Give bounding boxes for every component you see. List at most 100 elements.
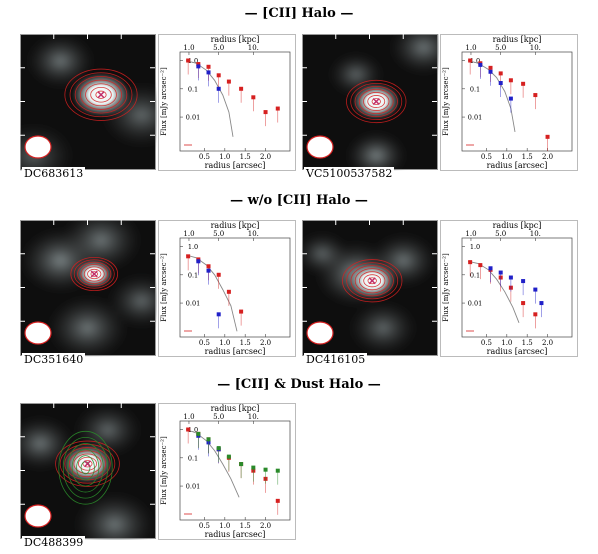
cii-profile-point	[521, 81, 526, 86]
dust-profile-point	[206, 437, 211, 442]
cii-contour	[82, 460, 93, 468]
x-tick-label: 1.5	[240, 339, 251, 347]
x-axis-label: radius [arcsec]	[205, 530, 266, 539]
x-axis-label: radius [arcsec]	[205, 161, 266, 170]
source-position-marker	[83, 460, 92, 468]
radial-profile-plot: radius [arcsec] radius [kpc] Flux [mJy arc…	[158, 403, 296, 540]
x2-axis-label: radius [kpc]	[211, 221, 260, 230]
x-axis-label: radius [arcsec]	[487, 347, 548, 356]
uv-profile-point	[216, 312, 221, 317]
x-tick-label: 1.0	[501, 153, 512, 161]
x2-axis-label: radius [kpc]	[211, 404, 260, 413]
x2-tick-label: 10.	[248, 413, 259, 421]
cii-contour	[363, 274, 382, 288]
x2-tick-label: 1.0	[183, 44, 194, 52]
cii-contour	[95, 90, 107, 99]
x2-tick-label: 5.0	[495, 230, 506, 238]
source-position-marker	[90, 270, 98, 278]
cii-profile-point	[186, 427, 191, 432]
dust-profile-point	[226, 454, 231, 459]
dust-profile-point	[216, 446, 221, 451]
dust-profile-point	[239, 462, 244, 467]
cii-profile-point	[468, 58, 473, 63]
cii-contour	[363, 92, 390, 111]
cii-profile-point	[251, 95, 256, 100]
x-tick-label: 0.5	[199, 339, 210, 347]
cii-profile-point	[263, 110, 268, 115]
cii-contour	[73, 259, 115, 289]
uv-profile-point	[196, 259, 201, 264]
x-tick-label: 2.0	[260, 339, 271, 347]
psf-profile-line	[468, 260, 520, 323]
radial-profile-plot: radius [arcsec] radius [kpc] Flux [mJy arc…	[440, 34, 578, 171]
uv-profile-point	[488, 266, 493, 271]
dust-profile-point	[251, 465, 256, 470]
galaxy-id-label: DC351640	[22, 353, 86, 366]
x-tick-label: 1.0	[501, 339, 512, 347]
galaxy-map-vc5100537582	[302, 34, 439, 171]
y-tick-label: 1.0	[188, 426, 198, 434]
cii-profile-point	[226, 289, 231, 294]
galaxy-map-dc351640	[20, 220, 157, 357]
uv-profile-point	[533, 287, 538, 292]
psf-profile-line	[185, 60, 234, 137]
y-tick-label: 0.1	[188, 271, 198, 279]
radial-profile-plot: radius [arcsec] radius [kpc] Flux [mJy arc…	[440, 220, 578, 357]
x2-tick-label: 5.0	[495, 44, 506, 52]
y-axis-label: Flux [mJy arcsec⁻²]	[160, 67, 168, 136]
x2-axis-label: radius [kpc]	[493, 221, 542, 230]
radial-profile-plot: radius [arcsec] radius [kpc] Flux [mJy arc…	[158, 34, 296, 171]
y-tick-label: 0.1	[470, 85, 480, 93]
y-tick-label: 0.01	[186, 114, 200, 122]
cii-contour	[358, 89, 394, 114]
uv-profile-point	[216, 86, 221, 91]
x-tick-label: 1.0	[219, 522, 230, 530]
x2-axis-label: radius [kpc]	[211, 35, 260, 44]
section-title-cii-halo: — [CII] Halo —	[244, 6, 354, 21]
beam-ellipse	[24, 321, 52, 345]
cii-contour	[354, 85, 398, 118]
y-axis-label: Flux [mJy arcsec⁻²]	[160, 436, 168, 505]
beam-ellipse	[24, 135, 52, 159]
y-tick-label: 1.0	[470, 57, 480, 65]
cii-contour	[83, 266, 105, 282]
x-axis-label: radius [arcsec]	[205, 347, 266, 356]
uv-profile-point	[539, 301, 544, 306]
cii-profile-point	[521, 301, 526, 306]
cii-contour	[68, 450, 107, 478]
x2-tick-label: 10.	[248, 230, 259, 238]
y-tick-label: 0.01	[468, 114, 482, 122]
uv-profile-point	[498, 81, 503, 86]
uv-profile-point	[206, 70, 211, 75]
cii-contour	[77, 261, 112, 287]
cii-contour	[64, 68, 138, 121]
beam-ellipse	[306, 135, 334, 159]
cii-contour	[77, 456, 98, 471]
cii-contour	[346, 262, 399, 300]
cii-contour	[350, 82, 403, 121]
y-tick-label: 1.0	[188, 243, 198, 251]
section-title-cii-dust-halo: — [CII] & Dust Halo —	[217, 377, 381, 392]
y-tick-label: 1.0	[470, 243, 480, 251]
cii-contour	[87, 268, 102, 280]
cii-profile-point	[206, 264, 211, 269]
psf-profile-line	[185, 254, 238, 332]
uv-profile-point	[478, 62, 483, 67]
cii-contour	[70, 256, 119, 292]
cii-contour	[354, 268, 390, 294]
galaxy-id-label: DC488399	[22, 536, 86, 549]
source-position-marker	[372, 97, 380, 106]
x-tick-label: 0.5	[199, 522, 210, 530]
cii-profile-point	[275, 106, 280, 111]
cii-contour	[74, 75, 128, 114]
galaxy-id-label: DC683613	[22, 167, 86, 180]
cii-contour	[350, 265, 394, 297]
x-axis-label: radius [arcsec]	[487, 161, 548, 170]
x-tick-label: 1.5	[240, 522, 251, 530]
galaxy-map-dc416105	[302, 220, 438, 356]
uv-profile-point	[521, 279, 526, 284]
source-position-marker	[97, 91, 105, 99]
x-tick-label: 2.0	[542, 339, 553, 347]
y-tick-label: 0.01	[186, 483, 200, 491]
y-axis-label: Flux [mJy arcsec⁻²]	[442, 253, 450, 322]
